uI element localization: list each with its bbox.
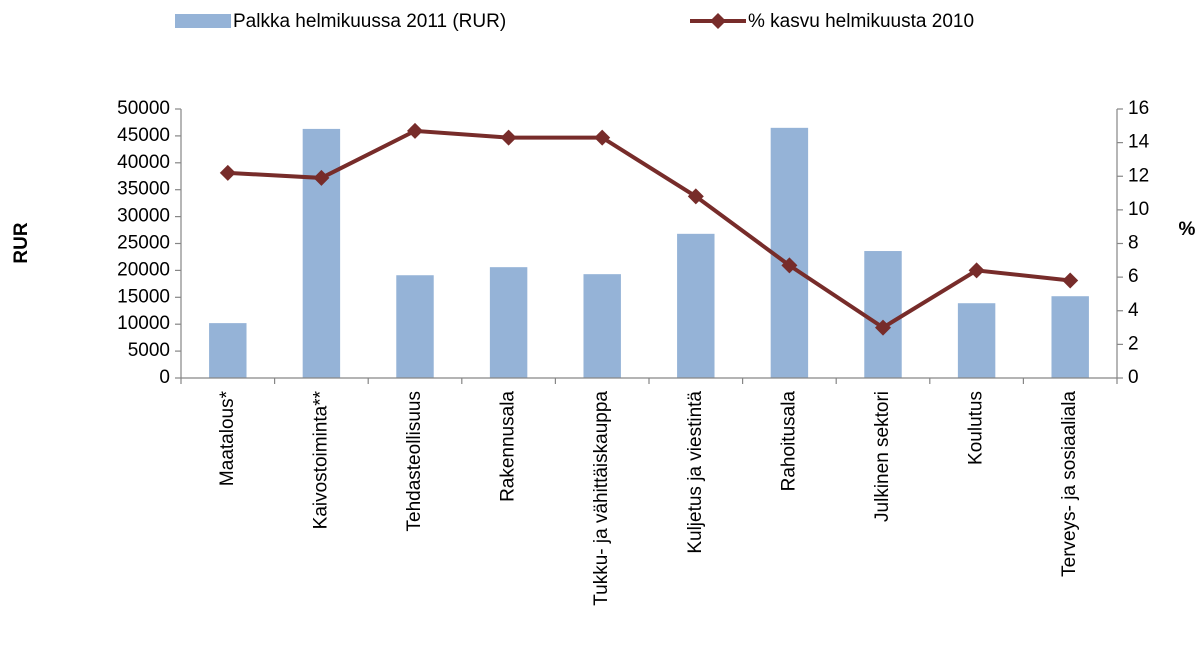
y2-tick-label: 2: [1128, 333, 1139, 354]
marker: [407, 122, 423, 139]
y-tick-label: 45000: [117, 125, 170, 146]
x-tick-label: Tehdasteollisuus: [404, 391, 425, 531]
bar: [489, 267, 528, 378]
y2-tick-label: 0: [1128, 367, 1139, 388]
legend-swatch: [710, 13, 726, 29]
marker: [687, 188, 704, 205]
y2-tick-label: 16: [1128, 98, 1149, 119]
marker: [875, 319, 891, 336]
x-tick-label: Rakennusala: [498, 391, 519, 502]
y2-tick-label: 4: [1128, 300, 1139, 321]
bar: [396, 275, 434, 378]
bar: [864, 251, 902, 378]
legend-label: Palkka helmikuussa 2011 (RUR): [233, 11, 506, 32]
marker: [594, 129, 611, 146]
y2-tick-label: 8: [1128, 233, 1139, 254]
line: [227, 128, 1071, 330]
legend-label: % kasvu helmikuusta 2010: [748, 11, 974, 32]
x-tick-label: Julkinen sektori: [872, 391, 893, 522]
marker: [500, 129, 517, 146]
y-tick-label: 0: [159, 367, 170, 388]
y2-axis-label: %: [1179, 219, 1195, 240]
y-tick-label: 15000: [117, 286, 170, 307]
y-tick-label: 25000: [117, 233, 170, 254]
x-tick-label: Terveys- ja sosiaaliala: [1059, 391, 1080, 577]
bar: [1051, 296, 1089, 378]
marker: [968, 262, 985, 279]
marker: [781, 257, 798, 274]
marker: [1062, 272, 1079, 289]
x-tick-label: Kuljetus ja viestintä: [685, 391, 706, 554]
x-tick-label: Rahoitusala: [778, 391, 799, 492]
y2-tick-label: 6: [1128, 266, 1139, 287]
x-tick-label: Koulutus: [966, 391, 987, 465]
marker: [313, 169, 330, 186]
marker: [219, 164, 236, 181]
y-tick-label: 35000: [117, 179, 170, 200]
bar: [302, 128, 341, 378]
y-axis-label: RUR: [11, 222, 32, 263]
y2-tick-label: 12: [1128, 165, 1149, 186]
y2-tick-label: 10: [1128, 199, 1149, 220]
y-tick-label: 20000: [117, 259, 170, 280]
bar: [957, 303, 996, 378]
bar: [209, 323, 247, 378]
legend-swatch: [175, 14, 231, 28]
bar: [583, 274, 621, 378]
y-tick-label: 40000: [117, 152, 170, 173]
x-tick-label: Kaivostoiminta**: [310, 390, 331, 529]
y-tick-label: 10000: [117, 313, 170, 334]
y-tick-label: 30000: [117, 206, 170, 227]
x-tick-label: Tukku- ja vähittäiskauppa: [591, 391, 612, 606]
y-tick-label: 50000: [117, 98, 170, 119]
y-tick-label: 5000: [128, 340, 170, 361]
y2-tick-label: 14: [1128, 132, 1150, 153]
x-tick-label: Maatalous*: [217, 390, 238, 486]
bar: [770, 127, 809, 378]
bar: [677, 233, 715, 378]
